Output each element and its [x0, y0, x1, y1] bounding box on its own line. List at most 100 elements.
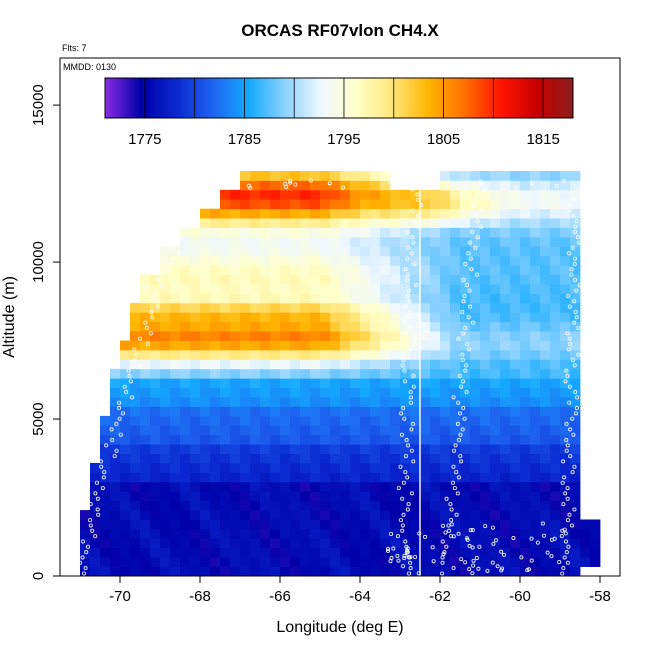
sample-marker	[403, 331, 408, 336]
heatmap-cell	[470, 425, 481, 436]
heatmap-cell	[460, 481, 471, 492]
heatmap-cell	[430, 368, 441, 379]
sample-marker	[403, 454, 408, 459]
heatmap-cell	[570, 538, 581, 549]
heatmap-cell	[300, 453, 311, 464]
heatmap-cell	[500, 199, 511, 210]
heatmap-cell	[240, 312, 251, 323]
heatmap-cell	[530, 500, 541, 511]
heatmap-cell	[530, 236, 541, 247]
heatmap-cell	[140, 406, 151, 417]
heatmap-cell	[170, 510, 181, 520]
heatmap-cell	[310, 359, 321, 370]
heatmap-cell	[540, 397, 551, 407]
sample-marker	[574, 219, 579, 224]
sample-marker	[441, 552, 446, 557]
heatmap-cell	[340, 425, 351, 436]
heatmap-cell	[170, 528, 181, 539]
sample-marker	[500, 566, 505, 571]
colorbar-swatch	[112, 78, 116, 118]
heatmap-cell	[540, 331, 551, 341]
heatmap-cell	[340, 510, 351, 520]
colorbar-swatch	[560, 78, 564, 118]
heatmap-cell	[190, 378, 201, 389]
heatmap-cell	[340, 218, 351, 228]
heatmap-cell	[470, 462, 481, 473]
heatmap-cell	[430, 406, 441, 417]
heatmap-cell	[170, 481, 181, 492]
heatmap-cell	[220, 265, 231, 276]
sample-marker	[573, 229, 578, 234]
heatmap-cell	[460, 547, 471, 558]
heatmap-cell	[460, 472, 471, 483]
heatmap-cell	[270, 444, 281, 454]
heatmap-cell	[180, 284, 191, 294]
heatmap-cell	[250, 227, 261, 238]
heatmap-cell	[470, 321, 481, 332]
heatmap-cell	[520, 481, 531, 492]
colorbar-tick-label: 1815	[526, 131, 559, 148]
sample-marker	[473, 245, 478, 250]
heatmap-cell	[300, 284, 311, 294]
heatmap-cell	[310, 293, 321, 304]
heatmap-cell	[490, 547, 501, 558]
sample-marker	[565, 560, 570, 565]
heatmap-cell	[330, 274, 341, 285]
heatmap-cell	[470, 302, 481, 313]
heatmap-cell	[240, 368, 251, 379]
heatmap-cell	[460, 180, 471, 191]
heatmap-cell	[350, 472, 361, 483]
heatmap-cell	[240, 218, 251, 228]
heatmap-cell	[370, 255, 381, 266]
sample-marker	[571, 213, 576, 218]
heatmap-cell	[480, 246, 491, 257]
heatmap-cell	[110, 538, 121, 549]
heatmap-cell	[270, 218, 281, 228]
colorbar-swatch	[513, 78, 517, 118]
heatmap-cell	[250, 472, 261, 483]
heatmap-cell	[290, 340, 301, 351]
heatmap-cell	[190, 500, 201, 511]
sample-marker	[490, 560, 495, 565]
heatmap-cell	[560, 321, 571, 332]
heatmap-cell	[310, 378, 321, 389]
heatmap-cell	[120, 566, 131, 577]
heatmap-cell	[190, 321, 201, 332]
sample-marker	[469, 267, 474, 272]
heatmap-cell	[300, 255, 311, 266]
heatmap-cell	[440, 510, 451, 520]
heatmap-cell	[150, 434, 161, 445]
heatmap-cell	[390, 331, 401, 341]
colorbar-swatch	[124, 78, 128, 118]
sample-marker	[468, 256, 473, 261]
colorbar-swatch	[391, 78, 395, 118]
heatmap-cell	[280, 415, 291, 426]
heatmap-cell	[200, 397, 211, 407]
heatmap-cell	[140, 453, 151, 464]
heatmap-cell	[230, 208, 241, 219]
heatmap-cell	[320, 349, 331, 360]
heatmap-cell	[510, 444, 521, 454]
heatmap-cell	[500, 453, 511, 464]
heatmap-cell	[150, 340, 161, 351]
sample-marker	[90, 528, 95, 533]
heatmap-cell	[170, 359, 181, 370]
heatmap-cell	[130, 444, 141, 454]
colorbar-swatch	[468, 78, 472, 118]
heatmap-cell	[350, 331, 361, 341]
heatmap-cell	[510, 462, 521, 473]
x-tick-label: -58	[589, 588, 611, 605]
heatmap-cell	[530, 349, 541, 360]
heatmap-cell	[220, 491, 231, 502]
colorbar-swatch	[127, 78, 131, 118]
heatmap-cell	[560, 189, 571, 200]
heatmap-cell	[440, 557, 451, 567]
heatmap-cell	[490, 453, 501, 464]
heatmap-cell	[480, 528, 491, 539]
heatmap-cell	[360, 199, 371, 210]
heatmap-cell	[250, 425, 261, 436]
colorbar-swatch	[194, 78, 198, 118]
heatmap-cell	[520, 491, 531, 502]
heatmap-cell	[340, 180, 351, 191]
heatmap-cell	[280, 462, 291, 473]
